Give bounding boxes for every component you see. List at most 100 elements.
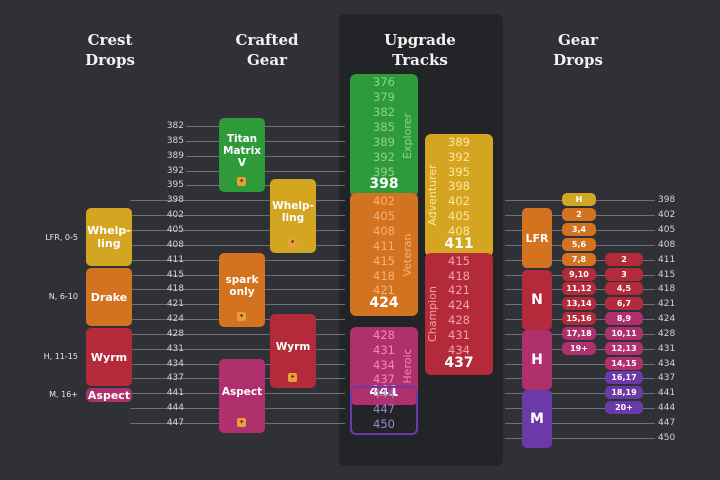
- track-value: 447: [373, 402, 395, 417]
- gridline-left: [130, 215, 345, 217]
- crest-name: Whelp- ling: [87, 224, 131, 250]
- track-explorer: [350, 74, 418, 198]
- gear-drop-key-label: 12,13: [611, 343, 637, 353]
- crest-name: Aspect: [87, 388, 131, 402]
- gridline-left: [186, 185, 345, 187]
- gear-drop-key-label: 6,7: [616, 299, 632, 309]
- ilvl-label-right: 441: [658, 388, 676, 399]
- track-max-value: 411: [444, 235, 474, 252]
- track-name: Veteran: [401, 233, 414, 277]
- gridline-left: [186, 140, 345, 142]
- gear-drop-key-label: 10,11: [611, 328, 637, 338]
- ilvl-label-left: 408: [166, 239, 184, 250]
- crafted-name: Wyrm: [275, 341, 311, 353]
- difficulty-label: LFR: [525, 231, 549, 245]
- track-adventurer: [425, 133, 493, 257]
- gear-drop-key-label: 16,17: [611, 373, 637, 383]
- ilvl-label-left: 395: [166, 180, 184, 191]
- ilvl-label-left: 428: [166, 328, 184, 339]
- header-crafted-gear: Crafted Gear: [235, 31, 299, 69]
- track-value: 398: [448, 179, 470, 194]
- track-value: 428: [448, 313, 470, 328]
- track-max-value: 424: [369, 295, 399, 312]
- difficulty-label: N: [531, 292, 543, 308]
- gridline-left: [130, 200, 345, 202]
- gear-drop-key-label: 14,15: [611, 358, 637, 368]
- ilvl-label-left: 424: [166, 314, 184, 325]
- track-value: 421: [373, 283, 395, 298]
- ilvl-label-left: 392: [166, 165, 184, 176]
- crafted-name: Titan Matrix V: [222, 133, 262, 169]
- gear-drop-key-label: 3: [621, 269, 627, 279]
- track-heroic: [350, 326, 418, 406]
- track-value: 428: [373, 327, 395, 342]
- ilvl-label-right: 421: [658, 299, 676, 310]
- ilvl-label-left: 437: [166, 373, 184, 384]
- ilvl-label-right: 424: [658, 314, 676, 325]
- crest-name: Drake: [90, 290, 128, 304]
- track-name: Explorer: [401, 112, 414, 159]
- track-value: 450: [373, 417, 395, 431]
- gridline-left: [130, 333, 345, 335]
- gear-drop-key-cell: 12,13: [605, 341, 643, 355]
- gear-drop-boss-cell: 17,18: [562, 326, 596, 340]
- ilvl-label-left: 402: [166, 210, 184, 221]
- ilvl-label-right: 418: [658, 284, 676, 295]
- gridline-right: [505, 378, 655, 380]
- crafted-spark-icon: ✦: [288, 238, 297, 247]
- crafted-spark-icon: ✦: [237, 418, 246, 427]
- track-veteran: [350, 193, 418, 317]
- track-value: 402: [373, 194, 395, 209]
- ilvl-label-right: 428: [658, 328, 676, 339]
- gridline-left: [130, 348, 345, 350]
- track-value: 389: [448, 134, 470, 149]
- gear-drop-boss-cell: 19+: [562, 341, 596, 355]
- track-value: 415: [448, 253, 470, 268]
- track-value: 408: [448, 223, 470, 238]
- gear-drop-key-cell: 10,11: [605, 326, 643, 340]
- crafted-name: spark only: [225, 274, 259, 298]
- ilvl-label-left: 418: [166, 284, 184, 295]
- gridline-right: [505, 408, 655, 410]
- gear-drop-boss-label: 2: [576, 210, 582, 220]
- track-value: 405: [373, 209, 395, 224]
- crafted-name: Whelp- ling: [272, 200, 314, 224]
- gear-drop-key-label: 2: [621, 254, 627, 264]
- gridline-right: [505, 423, 655, 424]
- gear-drop-boss-label: 15,16: [566, 314, 592, 324]
- track-value: 395: [373, 164, 395, 179]
- gear-drop-boss-label: 9,10: [569, 269, 589, 279]
- difficulty-h: H: [522, 330, 552, 390]
- track-value: 402: [448, 194, 470, 209]
- header-upgrade-tracks: Upgrade Tracks: [384, 31, 456, 69]
- gear-drop-boss-cell: 7,8: [562, 252, 596, 266]
- ilvl-label-right: 434: [658, 358, 676, 369]
- crest-box-1: Whelp- ling: [86, 208, 132, 266]
- track-value: 392: [373, 149, 395, 164]
- gear-drop-boss-cell: 5,6: [562, 237, 596, 251]
- crest-drop-label: LFR, 0-5: [45, 233, 78, 242]
- track-value: 424: [448, 298, 470, 313]
- gridline-left: [130, 244, 345, 246]
- track-value: 408: [373, 223, 395, 238]
- gear-drop-key-cell: 3: [605, 267, 643, 281]
- ilvl-label-right: 415: [658, 269, 676, 280]
- crafted-name: Aspect: [221, 386, 263, 398]
- track-name: Champion: [426, 286, 439, 342]
- track-value: 382: [373, 105, 395, 120]
- gridline-left: [186, 126, 345, 127]
- ilvl-label-left: 447: [166, 418, 184, 428]
- ilvl-label-right: 444: [658, 403, 676, 414]
- track-value: 392: [448, 149, 470, 164]
- gear-drop-key-cell: 8,9: [605, 312, 643, 326]
- track-value: 389: [373, 134, 395, 149]
- gear-drop-boss-label: 3,4: [571, 224, 587, 234]
- gear-drop-boss-cell: 2: [562, 208, 596, 222]
- gear-drop-boss-label: 5,6: [571, 239, 587, 249]
- track-value: 411: [373, 238, 395, 253]
- ilvl-label-right: 431: [658, 343, 676, 354]
- ilvl-label-right: 447: [658, 418, 676, 428]
- ilvl-label-left: 431: [166, 343, 184, 354]
- track-max-value: 437: [444, 354, 474, 371]
- crest-box-4: Aspect: [86, 388, 132, 402]
